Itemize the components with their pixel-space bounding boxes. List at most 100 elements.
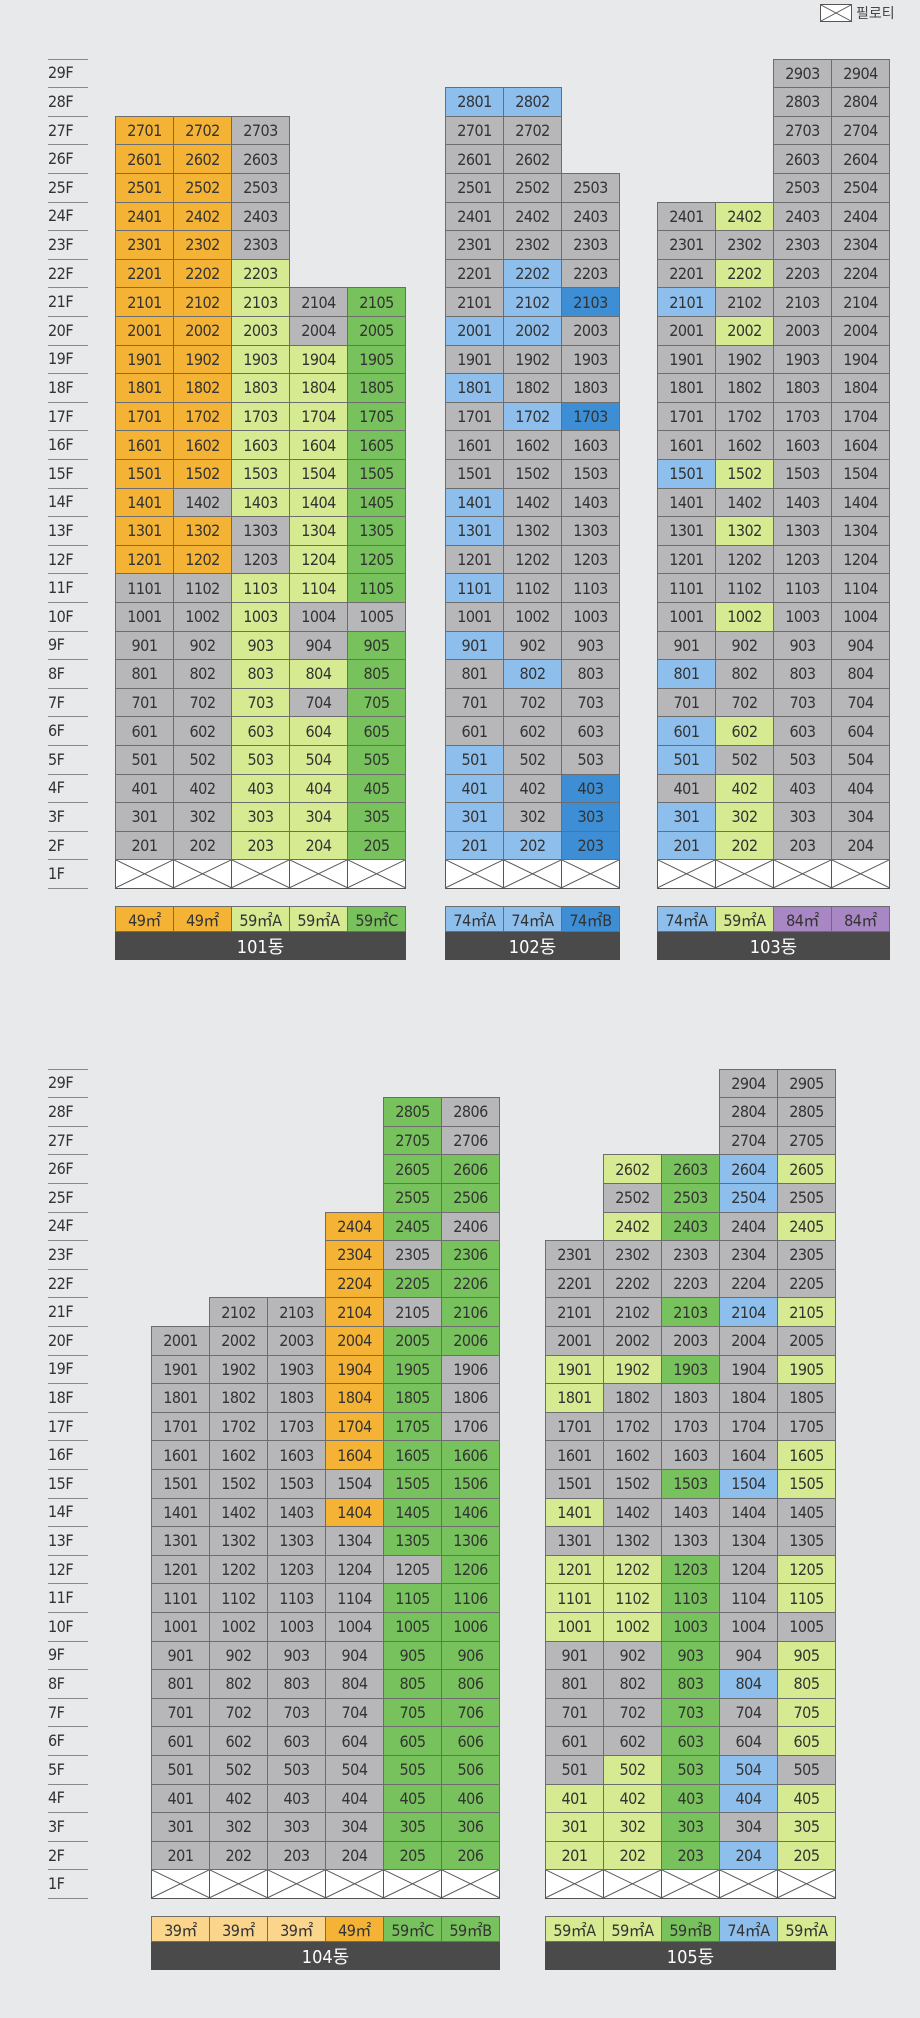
unit-cell: 2203 bbox=[773, 258, 832, 289]
unit-cell: 1503 bbox=[661, 1469, 720, 1499]
unit-cell: 2002 bbox=[209, 1326, 268, 1356]
unit-cell: 2705 bbox=[383, 1125, 442, 1156]
unit-cell: 1601 bbox=[657, 430, 716, 460]
floor-label: 7F bbox=[48, 1702, 65, 1722]
piloti-cell bbox=[441, 1869, 500, 1899]
unit-cell: 902 bbox=[603, 1640, 662, 1671]
unit-cell: 1102 bbox=[173, 573, 232, 603]
unit-cell: 1605 bbox=[777, 1440, 836, 1470]
piloti-cell bbox=[289, 859, 348, 889]
floor-label: 14F bbox=[48, 492, 74, 512]
unit-cell: 2104 bbox=[325, 1297, 384, 1327]
unit-cell: 704 bbox=[719, 1697, 778, 1728]
unit-cell: 2402 bbox=[603, 1211, 662, 1242]
unit-cell: 1305 bbox=[347, 516, 406, 546]
unit-cell: 703 bbox=[773, 687, 832, 718]
unit-cell: 2004 bbox=[831, 316, 890, 346]
unit-cell: 1406 bbox=[441, 1497, 500, 1528]
unit-cell: 1004 bbox=[325, 1612, 384, 1642]
unit-cell: 2502 bbox=[503, 173, 562, 203]
unit-cell: 401 bbox=[115, 773, 174, 804]
floor-separator bbox=[48, 773, 88, 775]
unit-type-label: 74㎡A bbox=[719, 1916, 778, 1942]
piloti-cell bbox=[777, 1869, 836, 1899]
building-name: 101동 bbox=[115, 932, 406, 960]
unit-cell: 2603 bbox=[231, 144, 290, 174]
floor-label: 9F bbox=[48, 1645, 65, 1665]
unit-cell: 2104 bbox=[831, 287, 890, 317]
unit-cell: 901 bbox=[151, 1640, 210, 1671]
unit-cell: 2005 bbox=[383, 1326, 442, 1356]
unit-cell: 1903 bbox=[661, 1354, 720, 1385]
piloti-cell bbox=[383, 1869, 442, 1899]
unit-cell: 2801 bbox=[445, 87, 504, 117]
unit-cell: 701 bbox=[545, 1697, 604, 1728]
unit-cell: 1701 bbox=[657, 401, 716, 432]
unit-cell: 1201 bbox=[151, 1554, 210, 1585]
unit-cell: 301 bbox=[445, 802, 504, 832]
piloti-cell bbox=[173, 859, 232, 889]
unit-cell: 1704 bbox=[289, 401, 348, 432]
unit-cell: 2604 bbox=[719, 1154, 778, 1184]
unit-cell: 2103 bbox=[561, 287, 620, 317]
unit-cell: 504 bbox=[289, 745, 348, 775]
unit-cell: 1901 bbox=[445, 344, 504, 375]
unit-cell: 901 bbox=[657, 630, 716, 661]
unit-cell: 2403 bbox=[773, 201, 832, 232]
unit-cell: 1505 bbox=[777, 1469, 836, 1499]
unit-cell: 601 bbox=[657, 716, 716, 746]
unit-cell: 2201 bbox=[657, 258, 716, 289]
unit-cell: 1102 bbox=[209, 1583, 268, 1613]
unit-cell: 1201 bbox=[657, 544, 716, 575]
unit-cell: 1201 bbox=[545, 1554, 604, 1585]
unit-cell: 601 bbox=[545, 1726, 604, 1756]
unit-cell: 305 bbox=[347, 802, 406, 832]
unit-cell: 2701 bbox=[445, 115, 504, 146]
unit-cell: 1604 bbox=[325, 1440, 384, 1470]
floor-separator bbox=[48, 87, 88, 89]
unit-cell: 1204 bbox=[289, 544, 348, 575]
unit-cell: 704 bbox=[325, 1697, 384, 1728]
unit-cell: 305 bbox=[383, 1812, 442, 1842]
unit-cell: 501 bbox=[115, 745, 174, 775]
unit-cell: 2004 bbox=[325, 1326, 384, 1356]
unit-type-label: 59㎡B bbox=[441, 1916, 500, 1942]
piloti-cell bbox=[209, 1869, 268, 1899]
unit-cell: 2102 bbox=[503, 287, 562, 317]
unit-cell: 703 bbox=[561, 687, 620, 718]
unit-cell: 502 bbox=[209, 1755, 268, 1785]
unit-cell: 1905 bbox=[383, 1354, 442, 1385]
unit-cell: 1303 bbox=[267, 1526, 326, 1556]
floor-separator bbox=[48, 516, 88, 518]
unit-cell: 2402 bbox=[715, 201, 774, 232]
unit-cell: 1102 bbox=[503, 573, 562, 603]
floor-label: 11F bbox=[48, 578, 74, 598]
floor-separator bbox=[48, 544, 88, 546]
unit-cell: 1301 bbox=[657, 516, 716, 546]
unit-cell: 2506 bbox=[441, 1183, 500, 1213]
unit-cell: 204 bbox=[325, 1840, 384, 1871]
unit-cell: 503 bbox=[661, 1755, 720, 1785]
floor-label: 22F bbox=[48, 263, 74, 283]
unit-cell: 1202 bbox=[209, 1554, 268, 1585]
unit-cell: 1904 bbox=[831, 344, 890, 375]
unit-cell: 2202 bbox=[603, 1268, 662, 1299]
floor-label: 10F bbox=[48, 606, 74, 626]
unit-cell: 2701 bbox=[115, 115, 174, 146]
unit-cell: 703 bbox=[231, 687, 290, 718]
unit-cell: 1502 bbox=[173, 459, 232, 489]
unit-cell: 2203 bbox=[661, 1268, 720, 1299]
unit-cell: 2505 bbox=[383, 1183, 442, 1213]
floor-separator bbox=[48, 1755, 88, 1756]
unit-cell: 2103 bbox=[231, 287, 290, 317]
unit-cell: 2804 bbox=[831, 87, 890, 117]
unit-cell: 2104 bbox=[719, 1297, 778, 1327]
unit-cell: 1905 bbox=[347, 344, 406, 375]
unit-cell: 605 bbox=[777, 1726, 836, 1756]
floor-label: 12F bbox=[48, 1559, 74, 1579]
unit-cell: 1104 bbox=[325, 1583, 384, 1613]
floor-separator bbox=[48, 687, 88, 689]
unit-cell: 2301 bbox=[657, 230, 716, 260]
unit-cell: 603 bbox=[561, 716, 620, 746]
floor-label: 8F bbox=[48, 663, 65, 683]
